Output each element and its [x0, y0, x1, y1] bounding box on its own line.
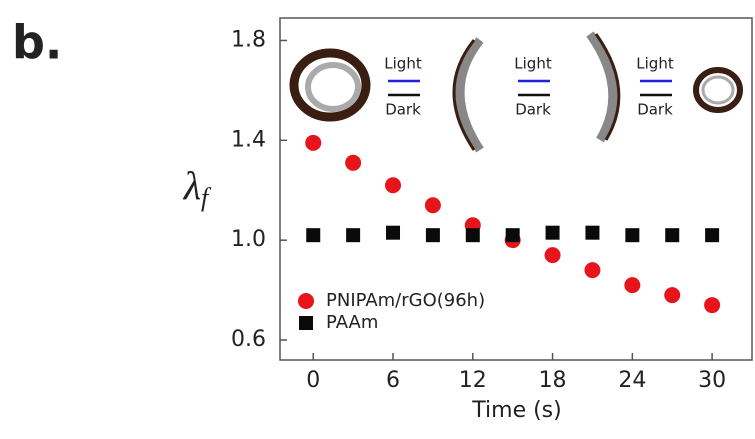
circle-marker [544, 247, 561, 264]
x-tick-label: 6 [386, 368, 400, 393]
square-marker [425, 228, 440, 243]
x-tick-label: 30 [698, 368, 726, 393]
sheet [594, 33, 621, 141]
y-label-symbol: λ [183, 163, 201, 208]
circle-marker [424, 197, 441, 214]
sheet [586, 31, 618, 143]
square-marker [545, 225, 560, 240]
x-tick-label: 0 [306, 368, 320, 393]
inset-label: Light [636, 55, 674, 73]
circle-marker [345, 154, 362, 171]
legend-marker [299, 316, 313, 330]
circle-marker [385, 177, 402, 194]
legend-label: PNIPAm/rGO(96h) [326, 290, 485, 311]
square-marker [346, 228, 361, 243]
square-marker [465, 228, 480, 243]
sheet [455, 37, 484, 153]
y-tick-label: 1.8 [231, 27, 266, 52]
inset-label: Light [384, 55, 422, 73]
square-marker [705, 228, 720, 243]
square-marker [585, 225, 600, 240]
y-tick-label: 1.4 [231, 127, 266, 152]
x-tick-label: 24 [618, 368, 646, 393]
panel-label: b. [12, 16, 62, 70]
sheet [452, 39, 476, 151]
inset-label: Dark [385, 101, 421, 119]
legend-marker [298, 293, 314, 309]
legend-label: PAAm [326, 312, 378, 333]
inset-label: Dark [637, 101, 673, 119]
x-tick-label: 12 [459, 368, 487, 393]
square-marker [306, 228, 321, 243]
circle-marker [305, 134, 322, 151]
inset-label: Light [514, 55, 552, 73]
circle-marker [704, 297, 721, 314]
ring [693, 67, 743, 113]
circle-marker [664, 287, 681, 304]
y-tick-label: 0.6 [231, 327, 266, 352]
plot-frame [279, 17, 753, 361]
y-tick-label: 1.0 [231, 227, 266, 252]
ring [701, 75, 735, 105]
square-marker [625, 228, 640, 243]
y-axis-label: λf [183, 163, 212, 212]
square-marker [386, 225, 401, 240]
square-marker [665, 228, 680, 243]
circle-marker [584, 262, 601, 279]
x-tick-label: 18 [539, 368, 567, 393]
x-axis-label: Time (s) [471, 398, 561, 423]
inset-illustration [289, 31, 743, 153]
ring [289, 48, 371, 122]
y-label-subscript: f [201, 183, 212, 212]
ring [305, 62, 361, 112]
circle-marker [624, 277, 641, 294]
square-marker [505, 228, 520, 243]
inset-label: Dark [515, 101, 551, 119]
